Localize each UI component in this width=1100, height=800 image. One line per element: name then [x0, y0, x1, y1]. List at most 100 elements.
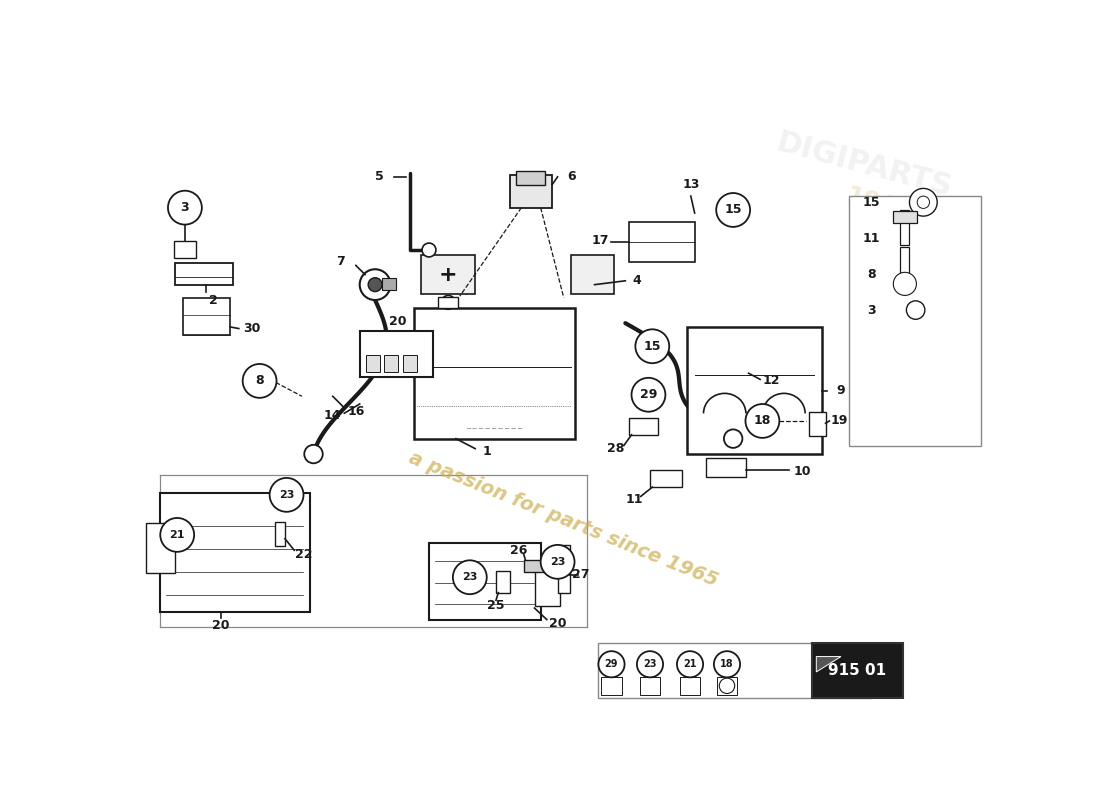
Text: 14: 14 [324, 409, 341, 422]
Circle shape [906, 301, 925, 319]
Text: 6: 6 [568, 170, 575, 183]
Circle shape [910, 188, 937, 216]
Text: ─ ─ ─ ─ ─ ─ ─ ─ ─: ─ ─ ─ ─ ─ ─ ─ ─ ─ [466, 426, 522, 433]
FancyBboxPatch shape [572, 255, 614, 294]
FancyBboxPatch shape [892, 210, 917, 223]
FancyBboxPatch shape [900, 247, 910, 284]
Text: 27: 27 [572, 569, 590, 582]
Text: 22: 22 [295, 548, 312, 561]
Circle shape [724, 430, 743, 448]
FancyBboxPatch shape [602, 677, 621, 695]
FancyBboxPatch shape [360, 331, 432, 377]
FancyBboxPatch shape [558, 545, 570, 593]
Circle shape [168, 190, 202, 225]
FancyBboxPatch shape [145, 523, 175, 574]
Circle shape [360, 270, 390, 300]
Text: 915 01: 915 01 [828, 663, 887, 678]
Circle shape [716, 193, 750, 227]
Text: 17: 17 [592, 234, 609, 247]
Text: 23: 23 [644, 659, 657, 670]
Text: 26: 26 [510, 544, 528, 557]
Circle shape [422, 243, 436, 257]
Circle shape [893, 272, 916, 295]
Text: 11: 11 [864, 232, 880, 245]
Text: DIGIPARTS: DIGIPARTS [773, 128, 955, 202]
FancyBboxPatch shape [536, 566, 560, 606]
Text: 9: 9 [837, 385, 845, 398]
FancyBboxPatch shape [706, 458, 746, 477]
Text: 21: 21 [169, 530, 185, 540]
Text: 7: 7 [337, 255, 344, 268]
Text: 23: 23 [462, 572, 477, 582]
FancyBboxPatch shape [812, 642, 902, 698]
Text: 28: 28 [607, 442, 625, 455]
Text: 3: 3 [180, 201, 189, 214]
Text: 8: 8 [868, 268, 876, 281]
FancyBboxPatch shape [496, 571, 509, 593]
FancyBboxPatch shape [717, 677, 737, 695]
FancyBboxPatch shape [414, 308, 575, 438]
FancyBboxPatch shape [366, 354, 379, 372]
Text: 20: 20 [549, 617, 566, 630]
FancyBboxPatch shape [429, 542, 541, 619]
Text: 20: 20 [212, 619, 230, 632]
FancyBboxPatch shape [598, 642, 871, 698]
Text: 5: 5 [375, 170, 383, 183]
FancyBboxPatch shape [384, 354, 398, 372]
Text: 16: 16 [348, 405, 364, 418]
Circle shape [305, 445, 322, 463]
Text: 3: 3 [868, 303, 876, 317]
Text: 19: 19 [830, 414, 848, 427]
Circle shape [270, 478, 304, 512]
Text: 20: 20 [389, 315, 407, 328]
FancyBboxPatch shape [640, 677, 660, 695]
Circle shape [636, 330, 669, 363]
Text: +: + [439, 265, 458, 285]
FancyBboxPatch shape [849, 196, 981, 446]
FancyBboxPatch shape [629, 418, 659, 435]
Text: 10: 10 [794, 466, 811, 478]
FancyBboxPatch shape [421, 255, 475, 294]
Circle shape [441, 295, 455, 310]
Text: 1965: 1965 [843, 183, 916, 225]
FancyBboxPatch shape [516, 170, 546, 185]
FancyBboxPatch shape [808, 412, 825, 436]
FancyBboxPatch shape [382, 278, 396, 290]
Text: 15: 15 [644, 340, 661, 353]
Text: 15: 15 [725, 203, 741, 217]
FancyBboxPatch shape [438, 297, 459, 308]
FancyBboxPatch shape [275, 522, 285, 546]
FancyBboxPatch shape [629, 222, 695, 262]
FancyBboxPatch shape [650, 470, 682, 487]
Text: 30: 30 [243, 322, 261, 335]
Text: 18: 18 [754, 414, 771, 427]
Text: 8: 8 [255, 374, 264, 387]
Circle shape [243, 364, 276, 398]
FancyBboxPatch shape [509, 175, 552, 208]
Circle shape [719, 678, 735, 694]
Text: 29: 29 [640, 388, 657, 402]
FancyBboxPatch shape [183, 298, 230, 334]
Text: 18: 18 [720, 659, 734, 670]
Circle shape [598, 651, 625, 678]
FancyBboxPatch shape [686, 327, 822, 454]
FancyBboxPatch shape [900, 210, 910, 245]
FancyBboxPatch shape [174, 241, 196, 258]
Circle shape [917, 196, 930, 209]
Text: 29: 29 [605, 659, 618, 670]
Text: 1: 1 [483, 446, 491, 458]
Text: 15: 15 [864, 196, 880, 209]
Text: a passion for parts since 1965: a passion for parts since 1965 [406, 449, 722, 590]
Circle shape [540, 545, 574, 578]
Circle shape [637, 651, 663, 678]
FancyBboxPatch shape [175, 263, 232, 285]
Text: 2: 2 [209, 294, 218, 306]
Text: 23: 23 [550, 557, 565, 567]
Text: 13: 13 [682, 178, 700, 191]
Text: 4: 4 [632, 274, 641, 287]
Text: 12: 12 [763, 374, 780, 387]
Polygon shape [816, 657, 840, 672]
Circle shape [368, 278, 382, 291]
Circle shape [631, 378, 666, 412]
FancyBboxPatch shape [524, 559, 563, 572]
